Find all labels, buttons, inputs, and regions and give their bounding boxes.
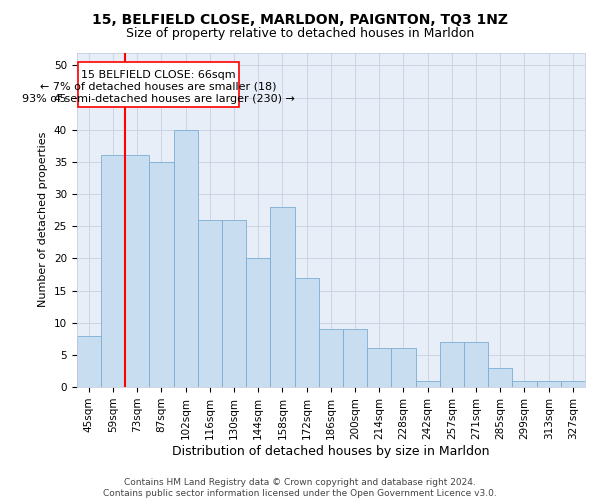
Text: 93% of semi-detached houses are larger (230) →: 93% of semi-detached houses are larger (… <box>22 94 295 104</box>
Bar <box>391 348 416 387</box>
Bar <box>343 329 367 387</box>
Y-axis label: Number of detached properties: Number of detached properties <box>38 132 48 308</box>
Text: ← 7% of detached houses are smaller (18): ← 7% of detached houses are smaller (18) <box>40 82 277 92</box>
Bar <box>173 130 198 387</box>
Bar <box>536 380 561 387</box>
Text: Contains HM Land Registry data © Crown copyright and database right 2024.
Contai: Contains HM Land Registry data © Crown c… <box>103 478 497 498</box>
Bar <box>125 156 149 387</box>
Bar <box>512 380 536 387</box>
Bar <box>149 162 173 387</box>
Bar <box>101 156 125 387</box>
Bar <box>222 220 246 387</box>
Bar <box>271 207 295 387</box>
X-axis label: Distribution of detached houses by size in Marldon: Distribution of detached houses by size … <box>172 444 490 458</box>
Bar <box>561 380 585 387</box>
Bar <box>367 348 391 387</box>
Bar <box>246 258 271 387</box>
Bar <box>440 342 464 387</box>
Bar <box>78 62 239 107</box>
Bar <box>295 278 319 387</box>
Text: 15, BELFIELD CLOSE, MARLDON, PAIGNTON, TQ3 1NZ: 15, BELFIELD CLOSE, MARLDON, PAIGNTON, T… <box>92 12 508 26</box>
Text: Size of property relative to detached houses in Marldon: Size of property relative to detached ho… <box>126 28 474 40</box>
Bar <box>198 220 222 387</box>
Text: 15 BELFIELD CLOSE: 66sqm: 15 BELFIELD CLOSE: 66sqm <box>81 70 236 80</box>
Bar <box>488 368 512 387</box>
Bar <box>416 380 440 387</box>
Bar <box>77 336 101 387</box>
Bar <box>464 342 488 387</box>
Bar <box>319 329 343 387</box>
